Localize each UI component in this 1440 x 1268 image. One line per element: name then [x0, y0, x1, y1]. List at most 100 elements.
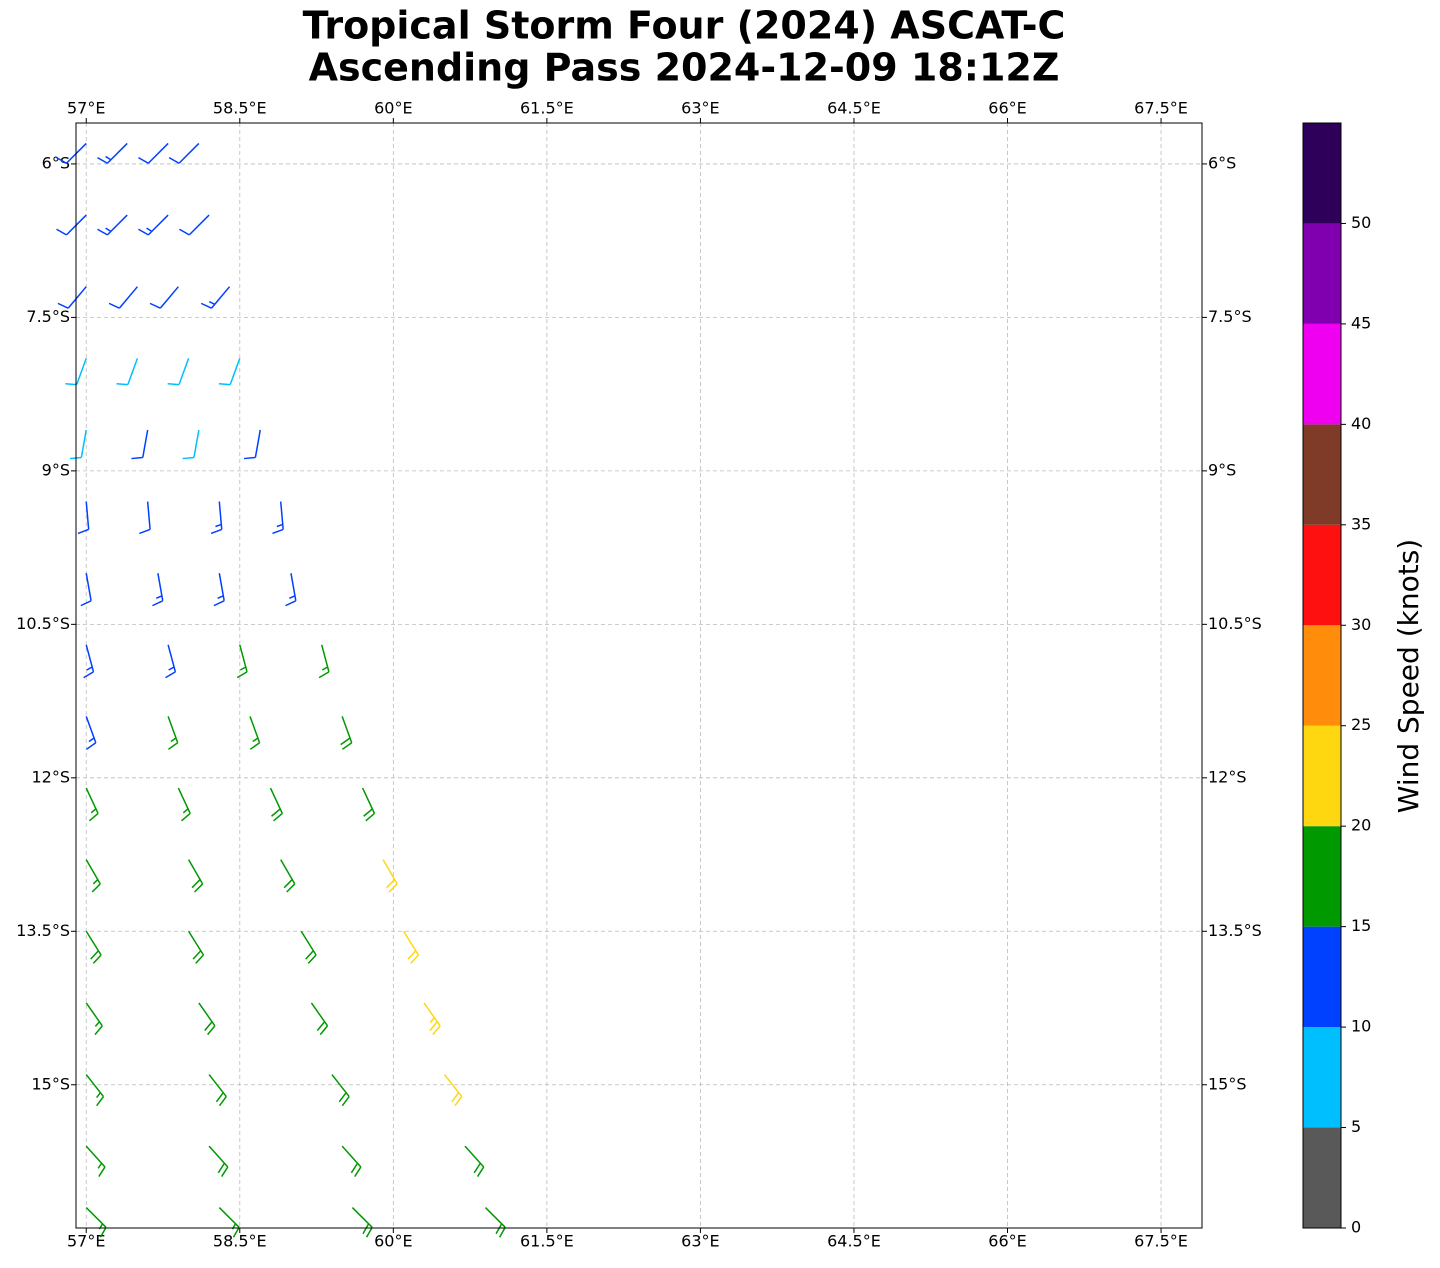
wind-barb: [236, 644, 248, 679]
wind-barb: [85, 787, 99, 822]
x-tick-label: 63°E: [681, 99, 719, 118]
wind-barb: [341, 1145, 362, 1177]
colorbar-segment: [1303, 524, 1341, 626]
y-tick-label: 13.5°S: [1208, 921, 1262, 940]
y-tick-label: 6°S: [42, 153, 70, 172]
y-tick-label: 13.5°S: [16, 921, 70, 940]
wind-barb: [85, 859, 101, 893]
wind-barb: [310, 1002, 329, 1036]
wind-barb: [138, 214, 169, 236]
wind-barb: [484, 1207, 506, 1238]
colorbar-segment: [1303, 926, 1341, 1028]
colorbar-segment: [1303, 625, 1341, 726]
wind-barb: [80, 573, 92, 607]
wind-barb: [382, 859, 398, 893]
colorbar-tick-label: 5: [1351, 1117, 1361, 1136]
wind-barb: [213, 573, 225, 607]
wind-barb: [464, 1145, 485, 1177]
colorbar-frame: [1302, 122, 1342, 1229]
x-tick-label: 60°E: [374, 99, 412, 118]
x-tick-label: 58.5°E: [213, 99, 267, 118]
colorbar-tick-label: 20: [1351, 816, 1371, 835]
y-tick-label: 12°S: [31, 767, 70, 786]
y-tick-label: 9°S: [1208, 460, 1236, 479]
wind-barb: [182, 429, 200, 460]
wind-barb: [116, 358, 139, 386]
wind-barb: [85, 716, 97, 750]
y-tick-label: 12°S: [1208, 767, 1247, 786]
y-tick-label: 10.5°S: [16, 614, 70, 633]
wind-barb: [318, 644, 330, 679]
wind-barb: [85, 1002, 103, 1036]
wind-barb: [300, 930, 317, 964]
wind-barb: [187, 930, 205, 964]
wind-barb: [443, 1074, 463, 1107]
wind-barb: [165, 644, 177, 679]
wind-barb: [285, 573, 297, 607]
x-tick-label: 67.5°E: [1134, 1232, 1188, 1251]
colorbar-tick-label: 25: [1351, 715, 1371, 734]
wind-barb: [198, 1002, 216, 1036]
y-tick-label: 7.5°S: [26, 307, 70, 326]
colorbar-tick-label: 35: [1351, 514, 1371, 533]
y-tick-label: 15°S: [31, 1074, 70, 1093]
colorbar-label: Wind Speed (knots): [1392, 539, 1425, 813]
colorbar-segment: [1303, 1027, 1341, 1128]
colorbar-tick-label: 30: [1351, 615, 1371, 634]
wind-barb: [152, 573, 164, 607]
wind-barb: [272, 501, 284, 535]
colorbar-segment: [1303, 123, 1341, 224]
colorbar-segment: [1303, 725, 1341, 827]
colorbar-tick-label: 15: [1351, 916, 1371, 935]
plot-frame: [75, 122, 1203, 1229]
wind-barb: [280, 859, 296, 893]
x-tick-label: 61.5°E: [520, 1232, 574, 1251]
wind-barb: [269, 787, 284, 822]
wind-barb: [167, 358, 190, 386]
y-tick-label: 6°S: [1208, 153, 1236, 172]
x-tick-label: 64.5°E: [827, 1232, 881, 1251]
x-tick-label: 57°E: [67, 1232, 105, 1251]
colorbar-tick-label: 50: [1351, 213, 1371, 232]
x-tick-label: 60°E: [374, 1232, 412, 1251]
wind-barb: [56, 214, 87, 236]
wind-barb: [177, 787, 191, 822]
wind-barb: [243, 429, 261, 460]
colorbar-tick-label: 0: [1351, 1218, 1361, 1237]
colorbar-tick-label: 40: [1351, 414, 1371, 433]
chart-subtitle: Ascending Pass 2024-12-09 18:12Z: [309, 46, 1060, 90]
wind-barb: [139, 501, 151, 535]
x-tick-label: 66°E: [988, 99, 1026, 118]
wind-barb: [423, 1002, 441, 1036]
colorbar-tick-label: 10: [1351, 1017, 1371, 1036]
wind-barb: [65, 358, 87, 386]
x-tick-label: 57°E: [67, 99, 105, 118]
y-tick-label: 7.5°S: [1208, 307, 1252, 326]
wind-barb: [249, 716, 261, 750]
wind-barb: [108, 286, 138, 309]
colorbar-segment: [1303, 424, 1341, 525]
x-tick-label: 63°E: [681, 1232, 719, 1251]
wind-barb: [187, 859, 204, 893]
wind-barb: [340, 716, 353, 750]
wind-barb: [331, 1074, 350, 1107]
x-tick-label: 61.5°E: [520, 99, 574, 118]
colorbar-segment: [1303, 223, 1341, 324]
wind-barb: [179, 214, 210, 236]
wind-barb: [138, 142, 169, 164]
wind-barb: [351, 1207, 373, 1238]
x-tick-label: 58.5°E: [213, 1232, 267, 1251]
chart-title: Tropical Storm Four (2024) ASCAT-C: [303, 4, 1066, 48]
wind-barb: [200, 286, 231, 309]
y-tick-label: 9°S: [42, 460, 70, 479]
wind-barb: [69, 429, 87, 460]
wind-barb: [208, 1074, 227, 1107]
wind-barb: [168, 142, 200, 164]
colorbar-segment: [1303, 826, 1341, 927]
colorbar-segment: [1303, 323, 1341, 425]
wind-barb: [218, 358, 241, 386]
x-tick-label: 67.5°E: [1134, 99, 1188, 118]
wind-barb: [97, 142, 128, 164]
wind-barb: [77, 501, 90, 535]
